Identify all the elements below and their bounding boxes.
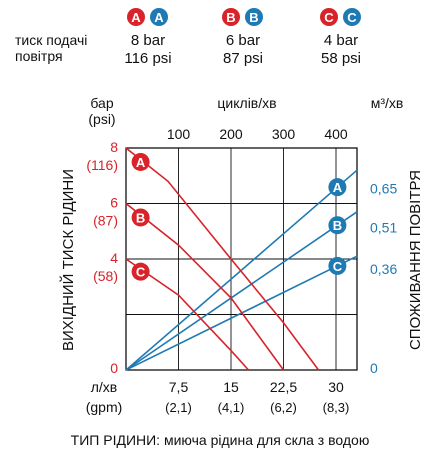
right-tick-0,65: 0,65: [370, 181, 397, 197]
air-marker-a-circle: [328, 178, 347, 197]
header-badge-fluid-a-letter: A: [131, 10, 141, 25]
air-marker-b: B: [328, 216, 347, 235]
fluid-marker-a: A: [131, 152, 150, 171]
left-tick-sub-6: (87): [93, 213, 118, 229]
air-pressure-label-line2: повітря: [15, 48, 63, 64]
header-badge-air-c-circle: [343, 8, 361, 26]
fluid-type-label: ТИП РІДИНИ:: [71, 432, 160, 448]
fluid-line-a: [125, 147, 320, 371]
header-badge-air-b-letter: B: [249, 10, 258, 25]
header-psi-value-a: 116 psi: [124, 50, 171, 67]
air-marker-b-circle: [328, 216, 347, 235]
fluid-marker-a-circle: [131, 152, 150, 171]
plot-grid: [125, 147, 358, 371]
header-badge-air-c-letter: C: [347, 10, 357, 25]
bottom-axis-unit-line2: (gpm): [86, 399, 123, 415]
left-axis-title: ВИХІДНИЙ ТИСК РІДИНИ: [59, 169, 77, 351]
bottom-axis-unit-line1: л/хв: [91, 379, 118, 395]
left-tick-sub-4: (58): [93, 268, 118, 284]
header-badge-air-c: C: [343, 8, 361, 26]
air-marker-a-letter: A: [333, 180, 343, 195]
fluid-marker-c-circle: [131, 262, 150, 281]
right-tick-0: 0: [370, 360, 378, 376]
fluid-type-line: ТИП РІДИНИ: миюча рідина для скла з водо…: [71, 432, 370, 448]
header-badge-fluid-c: C: [320, 8, 338, 26]
fluid-marker-b-letter: B: [136, 210, 145, 225]
series-markers: A B C A B C: [131, 152, 347, 281]
bottom-tick-22,5: 22,5: [270, 379, 297, 395]
right-axis-unit: м³/хв: [371, 95, 404, 111]
header-badge-fluid-c-letter: C: [324, 10, 334, 25]
fluid-marker-b-circle: [131, 208, 150, 227]
right-tick-0,51: 0,51: [370, 219, 397, 235]
bottom-tick-7,5: 7,5: [169, 379, 189, 395]
bottom-tick-15: 15: [223, 379, 239, 395]
top-axis-unit: циклів/хв: [217, 95, 276, 111]
fluid-marker-c-letter: C: [136, 265, 146, 280]
left-tick-6: 6: [110, 195, 118, 211]
left-tick-0: 0: [110, 360, 118, 376]
top-tick-400: 400: [324, 126, 348, 142]
air-marker-b-letter: B: [333, 218, 342, 233]
right-axis-title: СПОЖИВАННЯ ПОВІТРЯ: [407, 170, 424, 350]
bottom-tick-sub-22,5: (6,2): [270, 400, 297, 415]
header-badge-air-a: A: [150, 8, 168, 26]
header-badge-fluid-b-circle: [222, 8, 240, 26]
top-tick-100: 100: [167, 126, 191, 142]
header-psi-value-c: 58 psi: [321, 50, 361, 67]
air-marker-c-circle: [328, 256, 347, 275]
bottom-tick-30: 30: [328, 379, 344, 395]
top-tick-300: 300: [272, 126, 296, 142]
header-badge-air-a-circle: [150, 8, 168, 26]
fluid-line-b: [125, 202, 285, 371]
fluid-type-value: миюча рідина для скла з водою: [160, 432, 369, 448]
bottom-tick-sub-7,5: (2,1): [165, 400, 192, 415]
left-tick-4: 4: [110, 250, 118, 266]
header-badge-air-b-circle: [245, 8, 263, 26]
fluid-marker-b: B: [131, 208, 150, 227]
air-marker-a: A: [328, 178, 347, 197]
air-line-b: [125, 211, 358, 371]
axis-ticks: 100 200 300 4008(116)6(87)4(58)00,650,510,3…: [86, 126, 397, 415]
left-axis-unit-line1: бар: [90, 95, 113, 111]
header-badge-air-a-letter: A: [154, 10, 164, 25]
header-badge-fluid-a: A: [127, 8, 145, 26]
fluid-line-c: [125, 258, 250, 371]
header-badge-air-b: B: [245, 8, 263, 26]
top-tick-200: 200: [219, 126, 243, 142]
left-tick-sub-8: (116): [86, 157, 118, 173]
header-badge-fluid-b-letter: B: [226, 10, 235, 25]
bottom-tick-sub-15: (4,1): [218, 400, 245, 415]
header-badge-fluid-b: B: [222, 8, 240, 26]
header-bar-value-a: 8 bar: [131, 32, 165, 49]
fluid-marker-a-letter: A: [136, 155, 146, 170]
header-bar-value-c: 4 bar: [324, 32, 358, 49]
air-marker-c-letter: C: [333, 259, 343, 274]
air-line-a: [125, 169, 358, 371]
header-bar-value-b: 6 bar: [226, 32, 260, 49]
header-badge-fluid-c-circle: [320, 8, 338, 26]
series-lines: [125, 147, 358, 371]
air-pressure-label-line1: тиск подачі: [15, 32, 87, 48]
header-psi-value-b: 87 psi: [223, 50, 263, 67]
left-axis-unit-line2: (psi): [88, 111, 115, 127]
header-badge-fluid-a-circle: [127, 8, 145, 26]
fluid-marker-c: C: [131, 262, 150, 281]
right-tick-0,36: 0,36: [370, 261, 397, 277]
bottom-tick-sub-30: (8,3): [323, 400, 350, 415]
air-marker-c: C: [328, 256, 347, 275]
left-tick-8: 8: [110, 139, 118, 155]
